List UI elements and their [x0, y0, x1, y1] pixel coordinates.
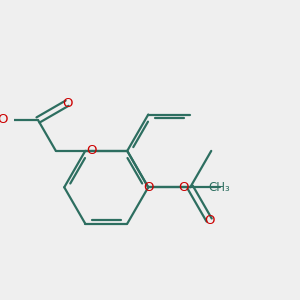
Text: O: O: [86, 144, 97, 158]
Text: CH₃: CH₃: [209, 181, 230, 194]
Text: O: O: [143, 181, 154, 194]
Text: O: O: [0, 113, 8, 127]
Text: O: O: [179, 181, 189, 194]
Text: O: O: [62, 97, 72, 110]
Text: O: O: [204, 214, 214, 226]
